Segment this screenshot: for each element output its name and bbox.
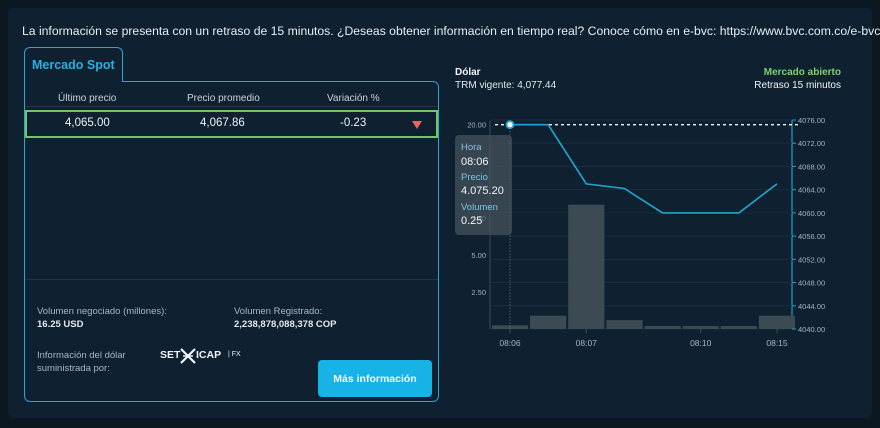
chart-title: Dólar xyxy=(455,67,481,78)
arrow-down-icon xyxy=(412,121,422,129)
mas-informacion-button[interactable]: Más información xyxy=(318,360,432,397)
volume-bar xyxy=(491,325,529,329)
right-tick-label: 4048.00 xyxy=(798,279,825,288)
volumen-registrado-label: Volumen Registrado: xyxy=(234,306,323,317)
x-tick-label: 08:10 xyxy=(690,338,712,348)
market-status: Mercado abierto xyxy=(763,67,841,78)
tab-label: Mercado Spot xyxy=(32,58,115,72)
table-row[interactable] xyxy=(25,110,438,138)
tab-joint xyxy=(25,80,122,82)
market-panel xyxy=(24,81,439,402)
left-tick-label: 2.50 xyxy=(471,288,486,297)
tooltip-hora-label: Hora xyxy=(461,142,482,153)
cell-variacion: -0.23 xyxy=(340,117,367,129)
right-tick-label: 4044.00 xyxy=(798,302,825,311)
right-tick-label: 4064.00 xyxy=(798,186,825,195)
right-tick-label: 4060.00 xyxy=(798,209,825,218)
right-tick-label: 4076.00 xyxy=(798,116,825,125)
right-tick-label: 4072.00 xyxy=(798,139,825,148)
logo-set-text: SET xyxy=(160,349,181,361)
right-tick-label: 4040.00 xyxy=(798,325,825,334)
section-divider xyxy=(25,279,438,280)
price-volume-chart[interactable]: 4040.00 4044.00 4048.00 4052.00 4056.00 4060.… xyxy=(440,100,860,360)
provider-label-line1: Información del dólar xyxy=(37,350,126,361)
chart-tooltip: Hora 08:06 Precio 4.075.20 Volumen 0.25 xyxy=(455,135,512,235)
left-tick-label: 20.00 xyxy=(467,121,486,130)
provider-label-line2: suministrada por: xyxy=(37,363,110,374)
header-variacion: Variación % xyxy=(327,93,380,104)
volumen-registrado-value: 2,238,878,088,378 COP xyxy=(234,319,337,330)
delay-notice: La información se presenta con un retras… xyxy=(22,24,880,38)
highlight-point xyxy=(505,120,515,130)
x-tick-label: 08:06 xyxy=(499,338,521,348)
right-tick-label: 4068.00 xyxy=(798,162,825,171)
volumen-negociado-label: Volumen negociado (millones): xyxy=(37,306,167,317)
volume-bar xyxy=(568,204,605,329)
tab-mercado-spot[interactable]: Mercado Spot xyxy=(24,47,123,82)
header-precio-promedio: Precio promedio xyxy=(187,93,260,104)
volume-bar xyxy=(530,315,567,329)
volume-bar xyxy=(606,320,643,329)
right-tick-label: 4052.00 xyxy=(798,255,825,264)
volume-bar xyxy=(758,315,796,329)
volume-bar xyxy=(644,326,681,329)
header-divider xyxy=(25,106,438,107)
tooltip-precio-label: Precio xyxy=(461,172,488,183)
tooltip-volumen-value: 0.25 xyxy=(461,215,483,227)
set-icap-fx-logo: SET ICAP | FX xyxy=(160,346,252,372)
price-line xyxy=(510,123,778,214)
logo-mark-icon xyxy=(180,348,196,364)
delay-label: Retraso 15 minutos xyxy=(754,80,841,91)
header-ultimo-precio: Último precio xyxy=(58,93,117,104)
volumen-negociado-value: 16.25 USD xyxy=(37,319,84,330)
cell-precio-promedio: 4,067.86 xyxy=(200,117,245,129)
left-tick-label: 5.00 xyxy=(471,251,486,260)
logo-icap-text: ICAP xyxy=(196,349,222,361)
x-tick-label: 08:15 xyxy=(766,338,788,348)
logo-fx-text: | FX xyxy=(228,351,241,358)
tooltip-volumen-label: Volumen xyxy=(461,202,498,213)
x-tick-label: 08:07 xyxy=(576,338,598,348)
tooltip-precio-value: 4.075.20 xyxy=(461,185,504,197)
tooltip-hora-value: 08:06 xyxy=(461,156,489,168)
volume-bar xyxy=(720,326,757,329)
cell-ultimo-precio: 4,065.00 xyxy=(65,117,110,129)
volume-bar xyxy=(682,326,719,329)
right-tick-label: 4056.00 xyxy=(798,232,825,241)
trm-vigente: TRM vigente: 4,077.44 xyxy=(455,80,557,91)
